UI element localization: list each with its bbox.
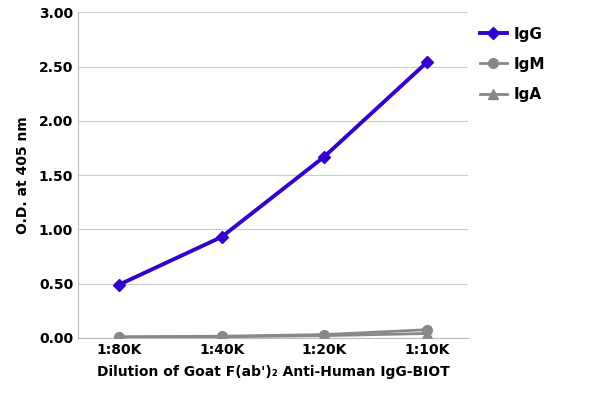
Line: IgA: IgA [114,329,432,342]
IgA [321,333,328,338]
Y-axis label: O.D. at 405 nm: O.D. at 405 nm [16,116,31,234]
IgA [115,335,122,340]
IgA [218,334,225,339]
Line: IgM: IgM [114,325,432,342]
IgM [424,327,431,332]
IgM [321,332,328,337]
Line: IgG: IgG [115,58,431,289]
IgM [115,334,122,339]
Legend: IgG, IgM, IgA: IgG, IgM, IgA [479,26,545,102]
IgG [424,60,431,65]
X-axis label: Dilution of Goat F(ab')₂ Anti-Human IgG-BIOT: Dilution of Goat F(ab')₂ Anti-Human IgG-… [97,365,449,379]
IgA [424,331,431,336]
IgG [115,282,122,287]
IgM [218,334,225,339]
IgG [218,234,225,239]
IgG [321,154,328,159]
